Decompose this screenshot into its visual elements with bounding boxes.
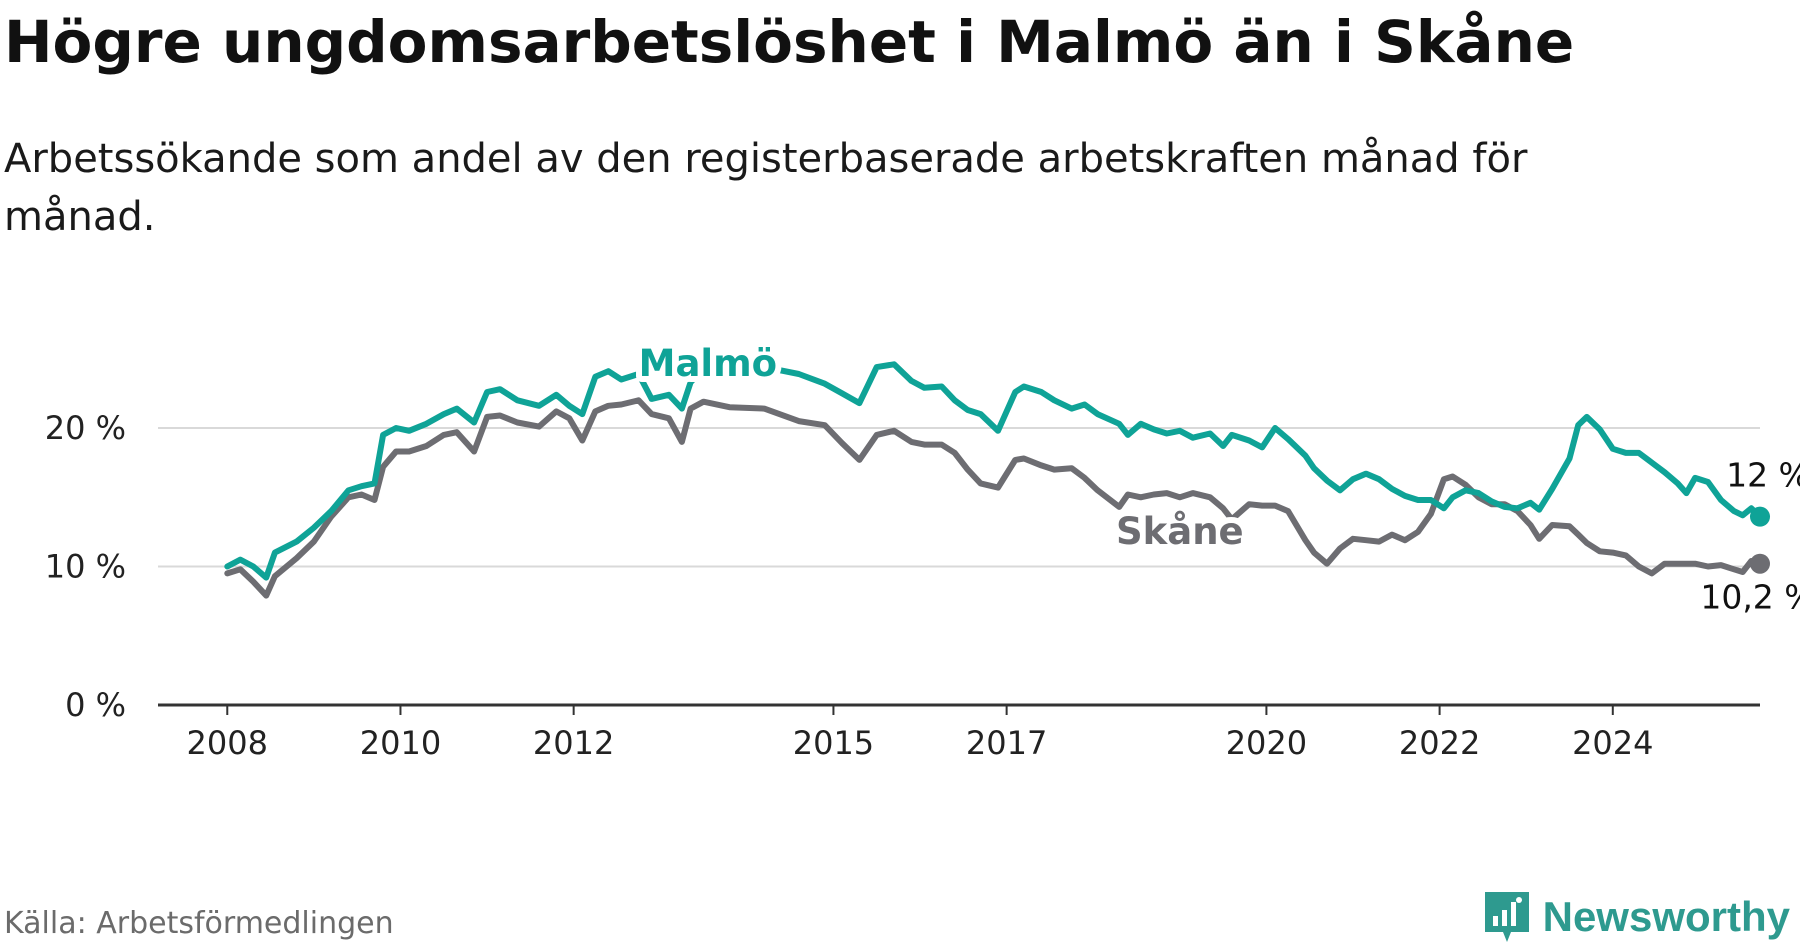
chart-subtitle: Arbetssökande som andel av den registerb… <box>4 136 1528 240</box>
x-axis: 2008 2010 2012 2015 2017 2020 2022 2024 <box>158 703 1760 762</box>
malmo-series-line <box>224 361 1763 581</box>
x-tick-label: 2015 <box>793 724 874 762</box>
brand-logo[interactable]: Newsworthy <box>1481 888 1790 946</box>
y-tick-label: 10 % <box>45 548 126 586</box>
series-lines <box>224 361 1770 599</box>
series-labels: Malmö Skåne 12 % 10,2 % <box>633 336 1800 617</box>
newsworthy-logo-icon <box>1484 892 1529 942</box>
y-tick-label: 0 % <box>65 686 126 724</box>
skane-end-label: 10,2 % <box>1700 578 1800 617</box>
source-note: Källa: Arbetsförmedlingen <box>4 906 394 941</box>
malmo-end-label: 12 % <box>1726 456 1800 495</box>
x-tick-label: 2017 <box>966 724 1047 762</box>
y-tick-label: 20 % <box>45 409 126 447</box>
skane-series-line <box>224 397 1763 599</box>
malmo-end-point <box>1750 506 1770 527</box>
skane-end-point <box>1750 553 1770 574</box>
x-tick-label: 2008 <box>187 724 268 762</box>
x-tick-label: 2010 <box>360 724 441 762</box>
x-tick-label: 2012 <box>533 724 614 762</box>
brand-name: Newsworthy <box>1542 893 1790 940</box>
malmo-series-label: Malmö <box>639 342 777 385</box>
grid-lines <box>158 427 1760 568</box>
x-tick-label: 2024 <box>1572 724 1653 762</box>
skane-series-label: Skåne <box>1116 510 1244 553</box>
y-axis-ticks: 0 % 10 % 20 % <box>45 409 126 724</box>
x-tick-label: 2022 <box>1399 724 1480 762</box>
chart-title: Högre ungdomsarbetslöshet i Malmö än i S… <box>4 8 1575 76</box>
x-tick-label: 2020 <box>1226 724 1307 762</box>
